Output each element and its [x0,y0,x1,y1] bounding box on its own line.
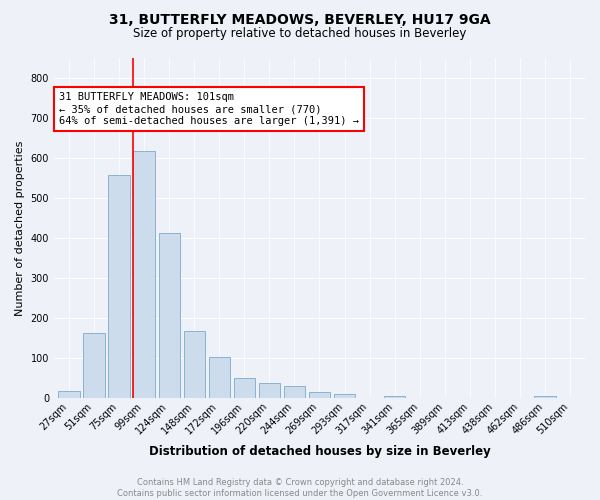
Text: Contains HM Land Registry data © Crown copyright and database right 2024.
Contai: Contains HM Land Registry data © Crown c… [118,478,482,498]
Bar [384,396,405,398]
Bar [133,150,155,398]
Bar [158,233,180,398]
Bar [184,331,205,398]
X-axis label: Distribution of detached houses by size in Beverley: Distribution of detached houses by size … [149,444,490,458]
Text: Size of property relative to detached houses in Beverley: Size of property relative to detached ho… [133,28,467,40]
Bar [209,357,230,399]
Bar [334,394,355,398]
Bar [284,386,305,398]
Bar [83,333,104,398]
Bar [58,392,80,398]
Text: 31, BUTTERFLY MEADOWS, BEVERLEY, HU17 9GA: 31, BUTTERFLY MEADOWS, BEVERLEY, HU17 9G… [109,12,491,26]
Text: 31 BUTTERFLY MEADOWS: 101sqm
← 35% of detached houses are smaller (770)
64% of s: 31 BUTTERFLY MEADOWS: 101sqm ← 35% of de… [59,92,359,126]
Bar [309,392,330,398]
Bar [259,383,280,398]
Bar [534,396,556,398]
Bar [233,378,255,398]
Bar [109,174,130,398]
Y-axis label: Number of detached properties: Number of detached properties [15,140,25,316]
